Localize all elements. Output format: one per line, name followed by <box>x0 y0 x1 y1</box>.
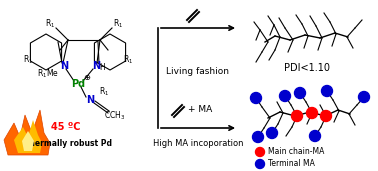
Text: H: H <box>99 62 105 71</box>
Circle shape <box>322 86 333 96</box>
Text: 45 ºC: 45 ºC <box>51 122 81 132</box>
Circle shape <box>310 130 321 141</box>
Text: N: N <box>60 61 68 71</box>
Circle shape <box>291 110 302 122</box>
Text: R$_1$: R$_1$ <box>113 18 123 30</box>
Polygon shape <box>4 110 50 155</box>
Text: ⊕: ⊕ <box>84 74 90 82</box>
Circle shape <box>253 131 263 142</box>
Circle shape <box>294 88 305 98</box>
Text: High MA incoporation: High MA incoporation <box>153 139 243 148</box>
Circle shape <box>279 90 291 102</box>
Circle shape <box>358 91 370 102</box>
Circle shape <box>256 148 265 156</box>
Text: R$_1$: R$_1$ <box>123 54 133 66</box>
Text: Terminal MA: Terminal MA <box>268 160 315 168</box>
Text: R$_1$: R$_1$ <box>99 86 109 98</box>
Circle shape <box>256 160 265 168</box>
Text: Living fashion: Living fashion <box>166 68 229 76</box>
Text: N: N <box>86 95 94 105</box>
Text: CCH$_3$: CCH$_3$ <box>104 110 126 122</box>
Text: R$_1$Me: R$_1$Me <box>37 68 59 80</box>
Text: Thermally robust Pd: Thermally robust Pd <box>24 139 112 148</box>
Polygon shape <box>22 131 34 151</box>
Circle shape <box>266 128 277 139</box>
Text: PDI<1.10: PDI<1.10 <box>284 63 330 73</box>
Circle shape <box>307 108 318 119</box>
Circle shape <box>251 93 262 103</box>
Text: R$_1$: R$_1$ <box>23 54 33 66</box>
Polygon shape <box>14 120 42 153</box>
Text: + MA: + MA <box>188 106 212 115</box>
Text: Main chain-MA: Main chain-MA <box>268 148 324 156</box>
Text: R$_1$: R$_1$ <box>45 18 55 30</box>
Text: N: N <box>92 61 100 71</box>
Text: Pd: Pd <box>71 79 85 89</box>
Circle shape <box>321 110 332 122</box>
